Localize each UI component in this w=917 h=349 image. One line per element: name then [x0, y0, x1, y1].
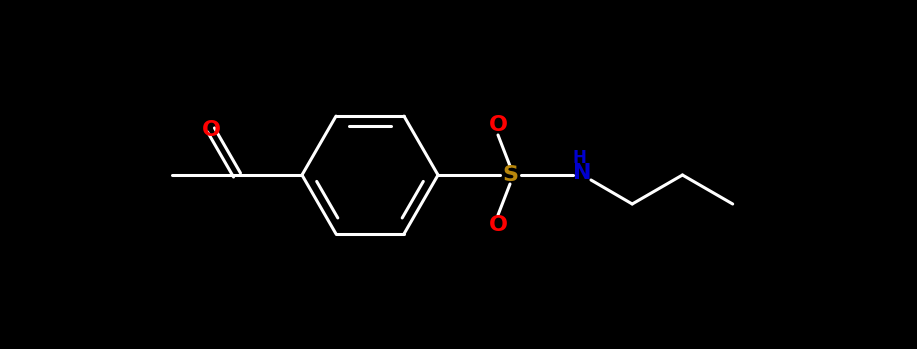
Text: H: H — [572, 149, 586, 167]
Text: O: O — [202, 120, 220, 140]
Text: N: N — [573, 163, 591, 183]
Text: S: S — [502, 165, 518, 185]
Text: O: O — [489, 215, 507, 235]
Text: O: O — [489, 115, 507, 135]
